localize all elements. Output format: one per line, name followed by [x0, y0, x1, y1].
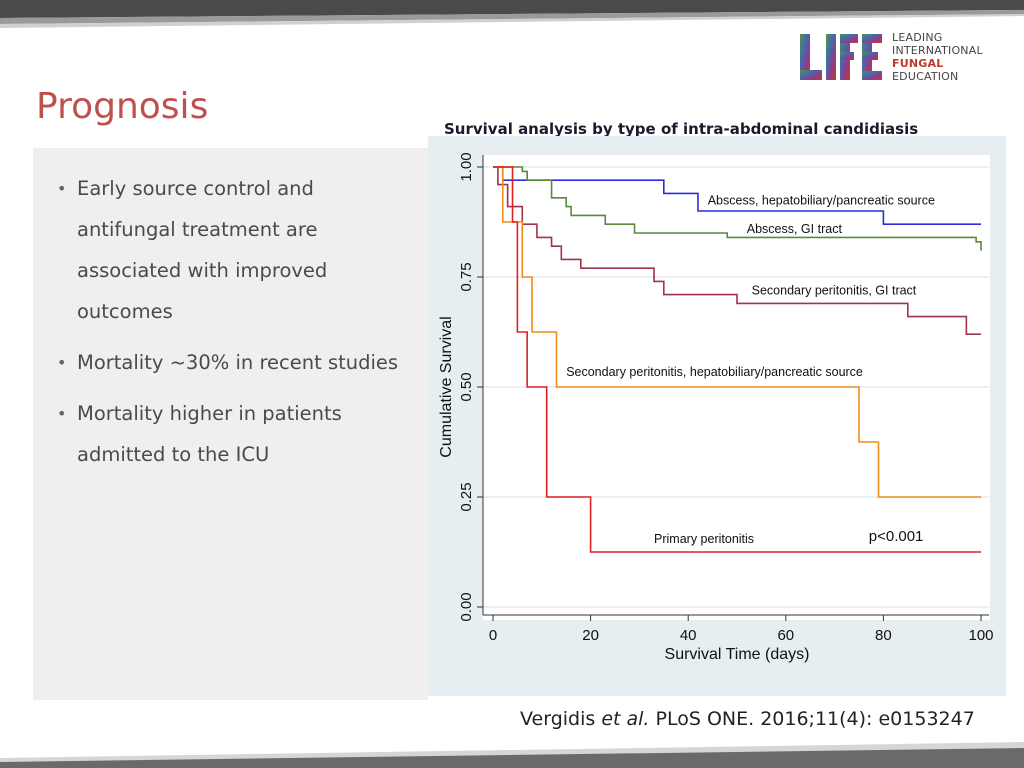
survival-curves: [493, 166, 982, 553]
axes: 0 20 40 60 80 100 0.00 0.25 0.50 0.75 1.00: [458, 152, 994, 644]
x-tick-label: 40: [680, 627, 697, 644]
x-tick-label: 60: [777, 627, 794, 644]
x-tick-label: 80: [875, 627, 892, 644]
survival-curve: [493, 166, 981, 335]
series-label: Primary peritonitis: [654, 532, 754, 546]
bullet-list: Early source control and antifungal trea…: [33, 168, 428, 485]
series-label: Secondary peritonitis, GI tract: [752, 284, 917, 298]
survival-chart: 0 20 40 60 80 100 0.00 0.25 0.50 0.75 1.00 Abscess…: [438, 152, 994, 663]
series-label: Abscess, GI tract: [747, 222, 843, 236]
top-decorative-band: [0, 0, 1024, 28]
citation-etal: et al.: [601, 708, 650, 730]
citation: Vergidis et al. PLoS ONE. 2016;11(4): e0…: [520, 708, 975, 730]
series-label: Abscess, hepatobiliary/pancreatic source: [708, 193, 935, 207]
logo-line-leading: LEADING: [892, 31, 943, 44]
y-tick-label: 1.00: [458, 152, 475, 181]
logo-text: LEADING INTERNATIONAL FUNGAL EDUCATION: [892, 31, 983, 83]
bullet-item: Mortality ~30% in recent studies: [33, 342, 428, 383]
x-tick-label: 20: [582, 627, 599, 644]
chart-panel: 0 20 40 60 80 100 0.00 0.25 0.50 0.75 1.00 Abscess…: [428, 136, 1006, 696]
survival-curve: [493, 166, 982, 251]
logo-line-international: INTERNATIONAL: [892, 44, 983, 57]
logo-line-education: EDUCATION: [892, 70, 959, 83]
series-labels: Abscess, hepatobiliary/pancreatic source…: [566, 193, 935, 546]
y-tick-label: 0.50: [458, 372, 475, 401]
survival-curve: [493, 166, 981, 498]
page-title: Prognosis: [36, 86, 209, 127]
bullet-item: Early source control and antifungal trea…: [33, 168, 428, 332]
y-tick-label: 0.25: [458, 482, 475, 511]
citation-rest: PLoS ONE. 2016;11(4): e0153247: [655, 708, 975, 730]
bottom-decorative-band: [0, 742, 1024, 768]
life-logo: LEADING INTERNATIONAL FUNGAL EDUCATION: [796, 28, 1006, 88]
series-label: Secondary peritonitis, hepatobiliary/pan…: [566, 365, 863, 379]
x-tick-label: 0: [489, 627, 497, 644]
x-axis-label: Survival Time (days): [665, 646, 810, 663]
y-tick-label: 0.75: [458, 262, 475, 291]
y-axis-label: Cumulative Survival: [438, 316, 455, 457]
survival-curve: [493, 166, 981, 553]
y-tick-label: 0.00: [458, 592, 475, 621]
p-value-annotation: p<0.001: [869, 528, 924, 545]
citation-authors: Vergidis: [520, 708, 596, 730]
x-tick-label: 100: [968, 627, 993, 644]
bullet-item: Mortality higher in patients admitted to…: [33, 393, 428, 475]
chart-title: Survival analysis by type of intra-abdom…: [444, 120, 919, 138]
bullets-panel: Early source control and antifungal trea…: [33, 148, 428, 700]
logo-line-fungal: FUNGAL: [892, 57, 944, 70]
life-logo-mark-icon: [800, 34, 882, 80]
